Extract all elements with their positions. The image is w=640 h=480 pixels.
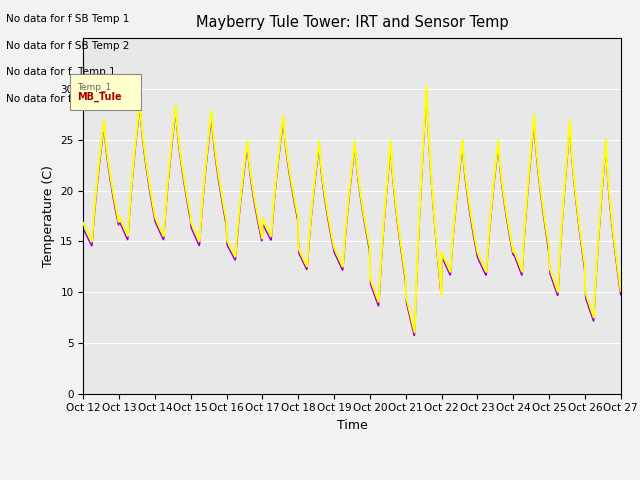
X-axis label: Time: Time (337, 419, 367, 432)
Y-axis label: Temperature (C): Temperature (C) (42, 165, 54, 267)
Text: No data for f  Temp 2: No data for f Temp 2 (6, 94, 116, 104)
Text: MB_Tule: MB_Tule (77, 92, 122, 102)
Text: No data for f  Temp 1: No data for f Temp 1 (6, 67, 116, 77)
Legend: PanelT, AM25T: PanelT, AM25T (257, 478, 447, 480)
Text: No data for f SB Temp 2: No data for f SB Temp 2 (6, 41, 130, 51)
Text: No data for f SB Temp 1: No data for f SB Temp 1 (6, 14, 130, 24)
Text: Temp_1: Temp_1 (77, 83, 111, 92)
Title: Mayberry Tule Tower: IRT and Sensor Temp: Mayberry Tule Tower: IRT and Sensor Temp (196, 15, 508, 30)
